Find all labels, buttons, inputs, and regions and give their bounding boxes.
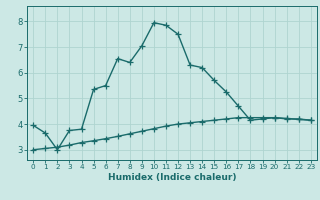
X-axis label: Humidex (Indice chaleur): Humidex (Indice chaleur) [108, 173, 236, 182]
